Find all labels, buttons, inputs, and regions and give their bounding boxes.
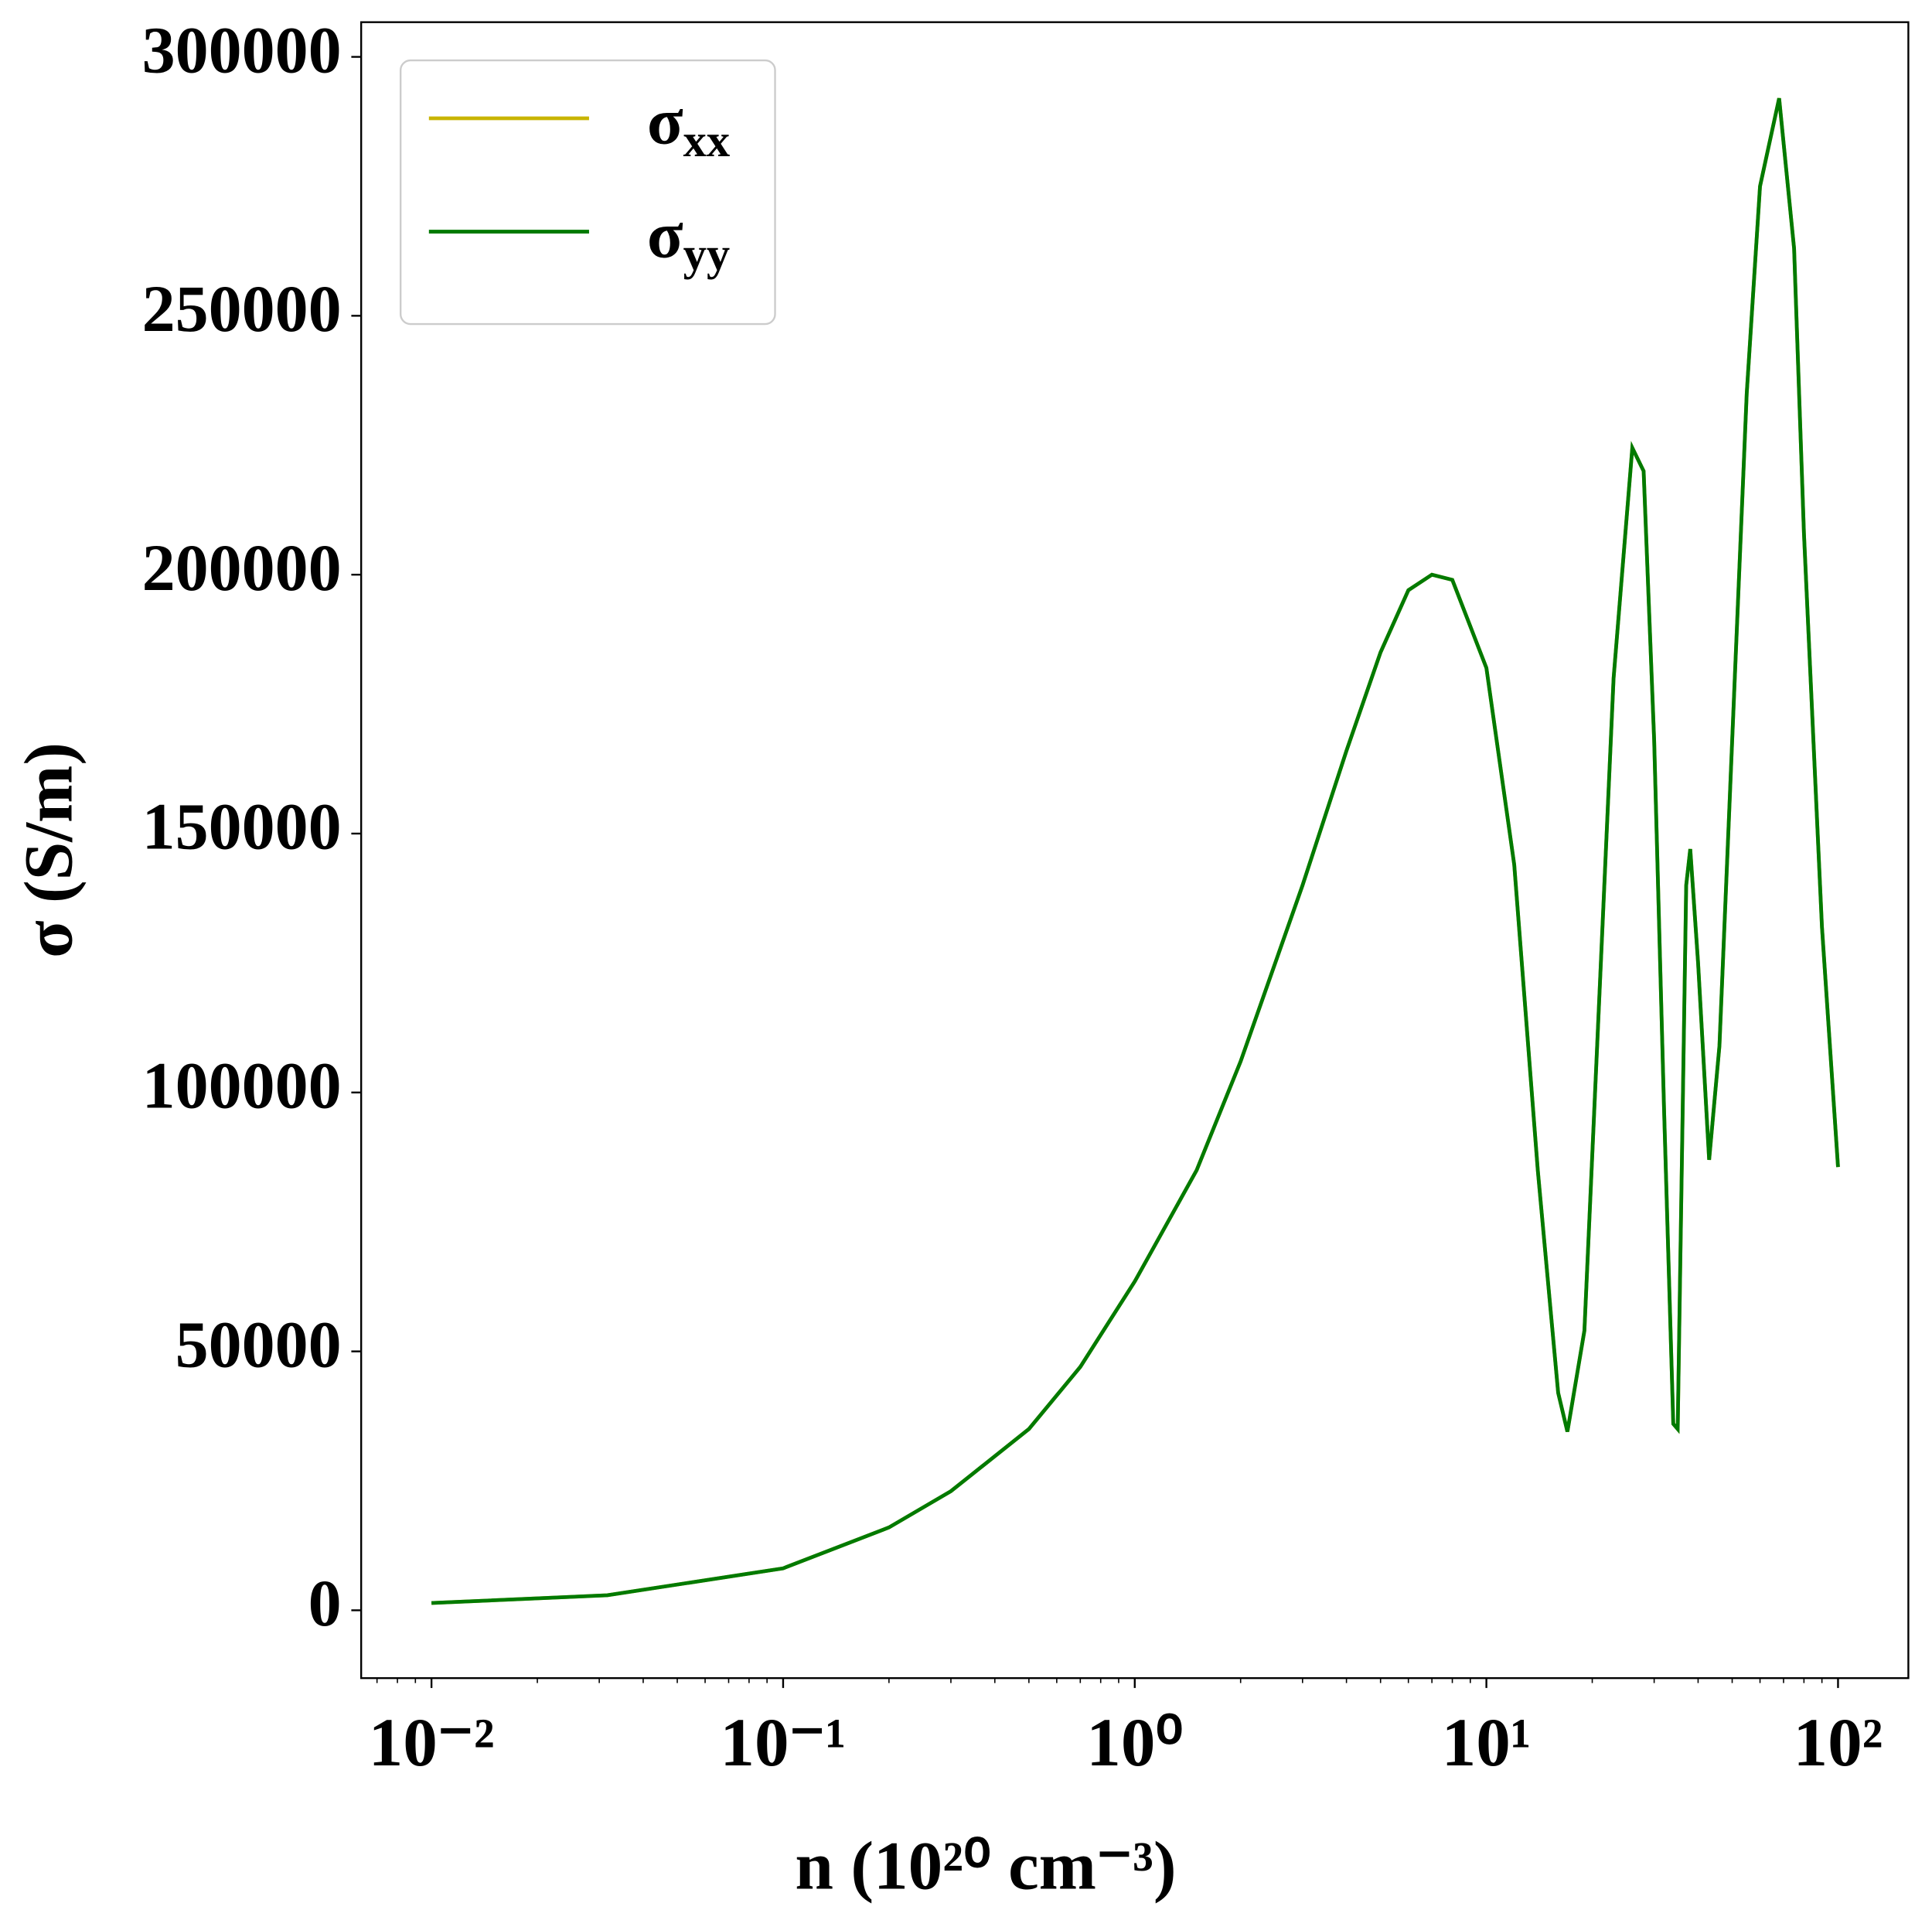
y-tick-label: 300000	[142, 12, 342, 87]
x-axis-label: n (10²⁰ cm⁻³)	[795, 1827, 1176, 1904]
legend-label: σxx	[647, 84, 730, 166]
legend-box	[399, 59, 776, 326]
legend-label: σyy	[647, 197, 730, 280]
data-line	[431, 97, 1840, 1605]
y-tick-label: 50000	[175, 1307, 342, 1381]
y-tick-label: 200000	[142, 530, 342, 605]
x-tick-label: 10²	[1793, 1704, 1883, 1781]
y-tick-label: 250000	[142, 271, 342, 346]
x-tick-label: 10⁰	[1086, 1704, 1183, 1781]
y-tick-label: 150000	[142, 790, 342, 864]
x-tick-label: 10⁻¹	[720, 1704, 846, 1781]
x-tick-label: 10⁻²	[369, 1704, 495, 1781]
y-axis-label: σ (S/m)	[10, 742, 87, 958]
x-tick-label: 10¹	[1442, 1704, 1532, 1781]
y-tick-label: 100000	[142, 1049, 342, 1123]
y-tick-label: 0	[308, 1566, 342, 1640]
